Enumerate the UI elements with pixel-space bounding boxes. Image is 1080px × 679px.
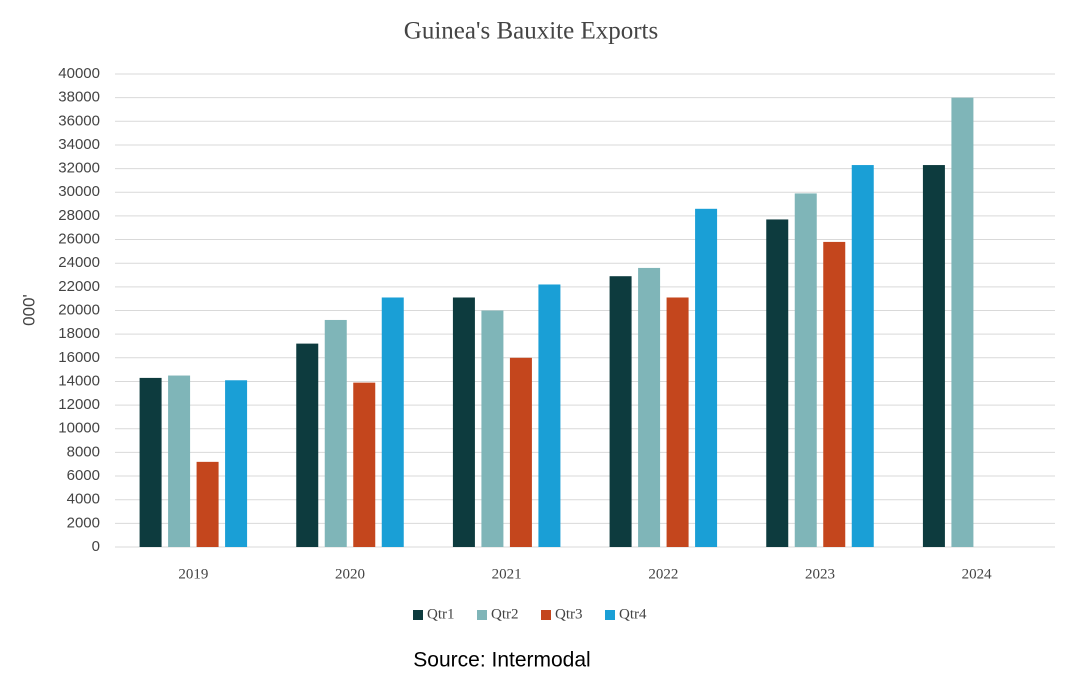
y-tick-label: 14000 <box>58 372 100 389</box>
y-tick-label: 18000 <box>58 325 100 342</box>
legend-label: Qtr3 <box>555 606 583 622</box>
y-tick-label: 38000 <box>58 89 100 106</box>
y-tick-label: 24000 <box>58 254 100 271</box>
bar <box>666 297 689 547</box>
y-tick-label: 30000 <box>58 183 100 200</box>
x-tick-label: 2021 <box>492 566 522 582</box>
x-tick-label: 2023 <box>805 566 835 582</box>
y-tick-label: 6000 <box>67 467 100 484</box>
bar <box>296 343 319 547</box>
bar <box>951 97 974 548</box>
y-tick-label: 4000 <box>67 491 100 508</box>
bar <box>823 241 846 548</box>
y-tick-label: 16000 <box>58 349 100 366</box>
legend-label: Qtr4 <box>619 606 647 622</box>
y-tick-label: 40000 <box>58 65 100 82</box>
x-tick-label: 2022 <box>648 566 678 582</box>
bar <box>481 310 504 547</box>
legend-swatch <box>541 610 551 620</box>
y-tick-label: 36000 <box>58 112 100 129</box>
y-tick-label: 34000 <box>58 136 100 153</box>
bar <box>509 357 532 547</box>
bar <box>452 297 475 547</box>
legend-swatch <box>605 610 615 620</box>
y-tick-label: 32000 <box>58 160 100 177</box>
y-tick-label: 2000 <box>67 514 100 531</box>
bar <box>353 382 376 547</box>
x-tick-label: 2024 <box>962 566 993 582</box>
source: Source: Intermodal <box>413 649 590 672</box>
y-tick-label: 10000 <box>58 420 100 437</box>
legend-swatch <box>413 610 423 620</box>
chart-title: Guinea's Bauxite Exports <box>404 18 658 45</box>
y-tick-label: 0 <box>92 538 100 555</box>
y-tick-label: 26000 <box>58 231 100 248</box>
bar <box>851 165 874 548</box>
bar <box>381 297 404 547</box>
bar <box>196 461 219 547</box>
legend-label: Qtr2 <box>491 606 519 622</box>
y-tick-label: 28000 <box>58 207 100 224</box>
y-tick-label: 20000 <box>58 301 100 318</box>
y-tick-label: 22000 <box>58 278 100 295</box>
y-axis-label: 000' <box>19 294 38 326</box>
bar <box>225 380 248 547</box>
y-tick-label: 8000 <box>67 443 100 460</box>
bar <box>695 208 718 547</box>
x-tick-label: 2019 <box>178 566 208 582</box>
bar <box>609 276 632 547</box>
bar <box>139 377 162 547</box>
bar <box>922 165 945 548</box>
bar <box>766 219 789 547</box>
y-tick-label: 12000 <box>58 396 100 413</box>
bar <box>638 267 661 547</box>
bar <box>324 319 347 547</box>
bar <box>538 284 561 547</box>
x-tick-label: 2020 <box>335 566 365 582</box>
bar <box>168 375 191 547</box>
bar <box>794 193 817 547</box>
legend-swatch <box>477 610 487 620</box>
legend-label: Qtr1 <box>427 606 455 622</box>
